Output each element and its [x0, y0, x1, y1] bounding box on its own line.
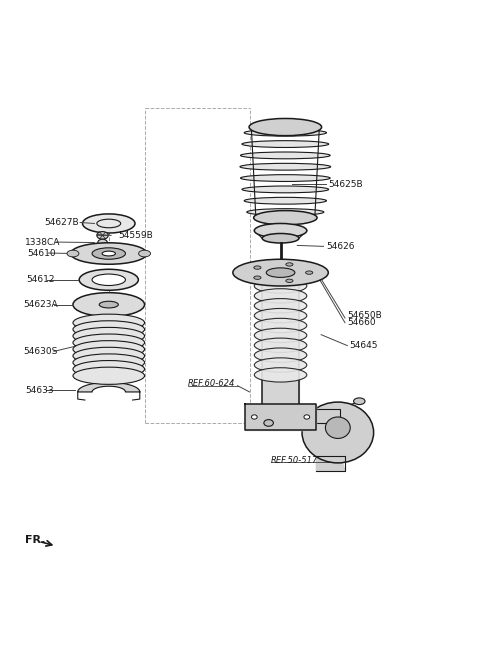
Ellipse shape: [102, 251, 116, 256]
Ellipse shape: [240, 152, 330, 159]
Ellipse shape: [83, 214, 135, 233]
Ellipse shape: [240, 163, 331, 170]
Ellipse shape: [254, 289, 307, 303]
Ellipse shape: [304, 415, 310, 419]
Ellipse shape: [325, 417, 350, 438]
Ellipse shape: [253, 210, 317, 225]
Ellipse shape: [254, 358, 307, 372]
Ellipse shape: [249, 119, 322, 136]
Text: 54559B: 54559B: [118, 231, 153, 240]
Ellipse shape: [73, 334, 144, 351]
Ellipse shape: [254, 318, 307, 333]
Text: FR.: FR.: [25, 535, 46, 545]
Ellipse shape: [73, 293, 144, 316]
Ellipse shape: [266, 268, 295, 277]
Ellipse shape: [67, 250, 79, 257]
Text: 1338CA: 1338CA: [25, 238, 60, 246]
Polygon shape: [262, 280, 299, 409]
Ellipse shape: [99, 301, 118, 308]
Text: 54650B: 54650B: [348, 311, 382, 320]
Ellipse shape: [73, 314, 144, 331]
Ellipse shape: [139, 250, 151, 257]
Ellipse shape: [242, 141, 329, 147]
Ellipse shape: [73, 354, 144, 371]
Text: 54633: 54633: [25, 386, 54, 395]
Ellipse shape: [286, 263, 293, 266]
Ellipse shape: [244, 129, 326, 136]
Ellipse shape: [79, 269, 138, 290]
Ellipse shape: [92, 248, 125, 259]
Ellipse shape: [262, 233, 299, 243]
Text: 54627B: 54627B: [44, 218, 79, 227]
Ellipse shape: [73, 367, 144, 384]
Ellipse shape: [254, 309, 307, 323]
Ellipse shape: [244, 197, 326, 204]
Polygon shape: [78, 383, 140, 392]
Ellipse shape: [254, 279, 307, 293]
Ellipse shape: [97, 232, 108, 239]
Ellipse shape: [71, 243, 147, 264]
Ellipse shape: [247, 209, 324, 215]
Ellipse shape: [264, 420, 274, 426]
Text: 54610: 54610: [28, 248, 56, 257]
Ellipse shape: [254, 266, 261, 269]
Ellipse shape: [306, 271, 313, 274]
Text: 54623A: 54623A: [23, 300, 58, 309]
Ellipse shape: [286, 279, 293, 282]
Ellipse shape: [73, 360, 144, 378]
Text: 54612: 54612: [26, 275, 55, 284]
Ellipse shape: [233, 259, 328, 286]
Text: 54645: 54645: [350, 341, 378, 350]
Ellipse shape: [254, 223, 307, 238]
Ellipse shape: [302, 402, 373, 463]
Polygon shape: [316, 409, 340, 423]
Ellipse shape: [254, 348, 307, 362]
Ellipse shape: [254, 299, 307, 313]
Text: 54626: 54626: [326, 242, 354, 251]
Text: 54625B: 54625B: [328, 180, 363, 189]
Polygon shape: [245, 404, 316, 430]
Ellipse shape: [73, 321, 144, 338]
Ellipse shape: [240, 175, 330, 181]
Ellipse shape: [252, 415, 257, 419]
Ellipse shape: [92, 274, 125, 286]
Polygon shape: [316, 457, 345, 471]
Ellipse shape: [242, 186, 329, 193]
Text: 54630S: 54630S: [23, 347, 57, 356]
Ellipse shape: [254, 328, 307, 343]
Ellipse shape: [354, 398, 365, 405]
Ellipse shape: [73, 347, 144, 364]
Text: REF.60-624: REF.60-624: [188, 379, 235, 388]
Ellipse shape: [254, 276, 261, 279]
Ellipse shape: [254, 367, 307, 382]
Ellipse shape: [73, 328, 144, 345]
Ellipse shape: [98, 239, 108, 246]
Ellipse shape: [254, 338, 307, 352]
Text: REF.50-517: REF.50-517: [271, 456, 318, 464]
Text: 54660: 54660: [348, 318, 376, 328]
Ellipse shape: [73, 341, 144, 358]
